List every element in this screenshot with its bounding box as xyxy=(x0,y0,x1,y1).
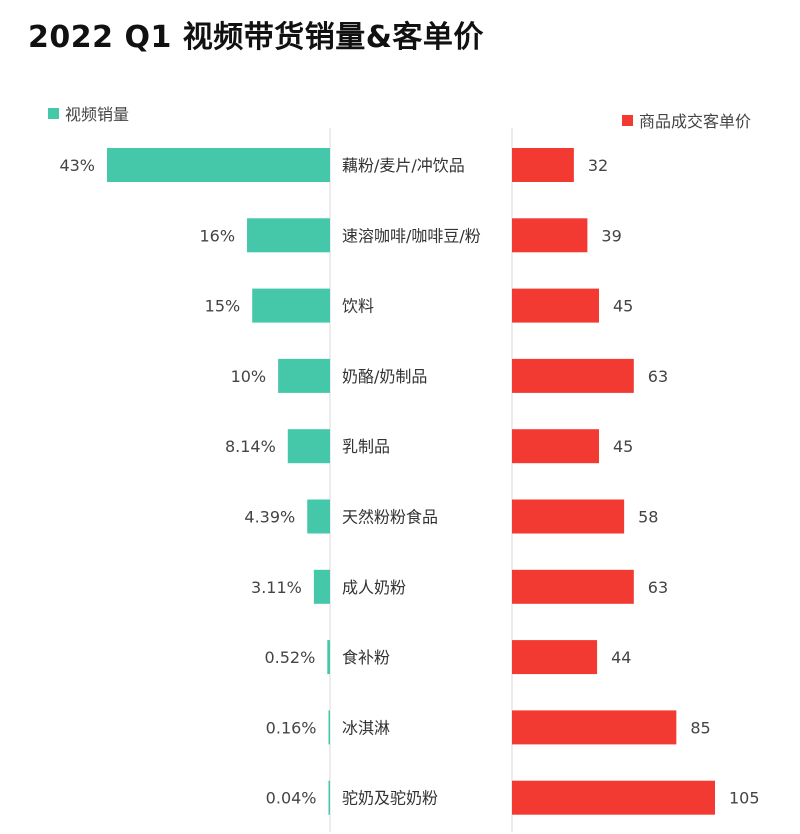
category-label: 奶酪/奶制品 xyxy=(342,367,427,386)
right-bar xyxy=(512,710,677,745)
left-bar xyxy=(313,569,330,604)
left-bar xyxy=(287,429,330,464)
legend-left-swatch xyxy=(48,107,59,119)
left-bar xyxy=(247,218,330,253)
category-label: 冰淇淋 xyxy=(342,718,390,737)
category-label: 天然粉粉食品 xyxy=(342,508,438,527)
right-bar xyxy=(512,288,599,323)
left-value-label: 43% xyxy=(59,156,95,175)
right-value-label: 63 xyxy=(648,578,668,597)
left-value-label: 4.39% xyxy=(244,508,295,527)
category-label: 藕粉/麦片/冲饮品 xyxy=(342,156,465,175)
left-value-label: 10% xyxy=(231,367,267,386)
legend-right-label: 商品成交客单价 xyxy=(639,112,752,131)
right-bar xyxy=(512,429,599,464)
right-value-label: 85 xyxy=(690,718,710,737)
right-bar xyxy=(512,780,715,815)
legend-right: 商品成交客单价 xyxy=(622,108,751,132)
left-bar xyxy=(307,499,330,534)
left-value-label: 0.52% xyxy=(264,648,315,667)
right-bar xyxy=(512,640,598,675)
left-bar xyxy=(328,710,330,745)
left-bar xyxy=(107,148,330,182)
right-value-label: 58 xyxy=(638,508,658,527)
right-value-label: 39 xyxy=(601,226,621,245)
category-label: 食补粉 xyxy=(342,648,390,667)
category-label: 饮料 xyxy=(342,297,374,316)
right-value-label: 32 xyxy=(588,156,608,175)
category-label: 乳制品 xyxy=(342,437,390,456)
right-value-label: 105 xyxy=(729,789,760,808)
left-value-label: 16% xyxy=(199,226,235,245)
category-label: 速溶咖啡/咖啡豆/粉 xyxy=(342,226,481,245)
category-label: 驼奶及驼奶粉 xyxy=(342,789,438,808)
right-bar xyxy=(512,358,634,393)
left-value-label: 3.11% xyxy=(251,578,302,597)
legend-right-swatch xyxy=(622,114,633,126)
chart-title: 2022 Q1 视频带货销量&客单价 xyxy=(28,20,484,55)
legend-left-label: 视频销量 xyxy=(65,105,130,124)
left-value-label: 15% xyxy=(205,297,241,316)
right-bar xyxy=(512,218,588,253)
left-bar xyxy=(278,358,330,393)
left-bar xyxy=(327,640,330,675)
right-value-label: 63 xyxy=(648,367,668,386)
left-bar xyxy=(328,780,330,815)
right-bar xyxy=(512,148,574,182)
right-value-label: 45 xyxy=(613,297,633,316)
left-bar xyxy=(252,288,330,323)
right-bar xyxy=(512,569,634,604)
legend-left: 视频销量 xyxy=(48,101,129,125)
category-label: 成人奶粉 xyxy=(342,578,406,597)
left-value-label: 8.14% xyxy=(225,437,276,456)
left-value-label: 0.16% xyxy=(266,718,317,737)
right-value-label: 44 xyxy=(611,648,631,667)
left-value-label: 0.04% xyxy=(266,789,317,808)
right-bar xyxy=(512,499,625,534)
right-value-label: 45 xyxy=(613,437,633,456)
